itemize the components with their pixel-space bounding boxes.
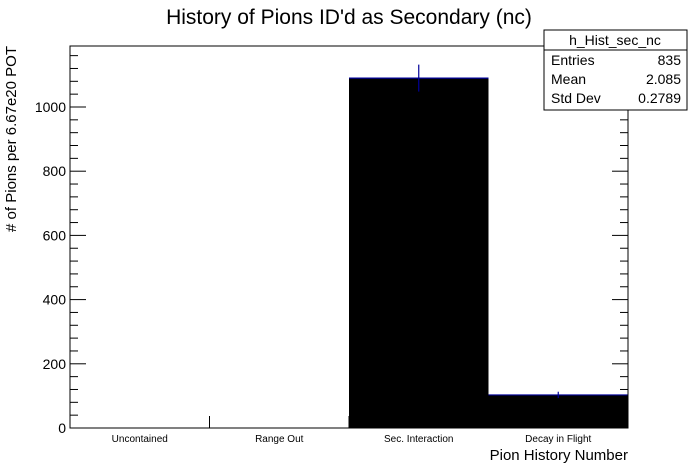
stats-mean-label: Mean	[551, 71, 586, 87]
x-tick-label: Decay in Flight	[525, 434, 591, 445]
stats-stddev-label: Std Dev	[551, 90, 601, 106]
chart-title: History of Pions ID'd as Secondary (nc)	[166, 6, 532, 29]
y-tick-label: 1000	[35, 99, 66, 115]
histogram-bar	[349, 78, 489, 429]
stats-mean-value: 2.085	[646, 71, 681, 87]
stats-box-frame	[543, 29, 688, 111]
bars-layer	[349, 64, 628, 429]
y-tick-label: 400	[43, 292, 67, 308]
stats-stddev-value: 0.2789	[638, 90, 681, 106]
ticks-layer: Uncontained Range Out Sec. Interaction Deca…	[35, 55, 628, 445]
stats-entries-value: 835	[658, 52, 682, 68]
x-tick-label: Range Out	[255, 434, 304, 445]
y-tick-label: 800	[43, 163, 67, 179]
histogram-bar	[488, 394, 628, 428]
y-tick-label: 600	[43, 227, 67, 243]
y-tick-label: 200	[43, 356, 67, 372]
stats-box-name: h_Hist_sec_nc	[569, 32, 661, 48]
stats-entries-label: Entries	[551, 52, 595, 68]
x-axis-title: Pion History Number	[490, 447, 628, 464]
stats-box: h_Hist_sec_nc Entries 835 Mean 2.085 Std…	[543, 29, 688, 111]
y-axis-title: # of Pions per 6.67e20 POT	[3, 46, 20, 232]
y-tick-label: 0	[58, 420, 66, 436]
x-tick-label: Uncontained	[112, 434, 168, 445]
x-tick-label: Sec. Interaction	[384, 434, 453, 445]
